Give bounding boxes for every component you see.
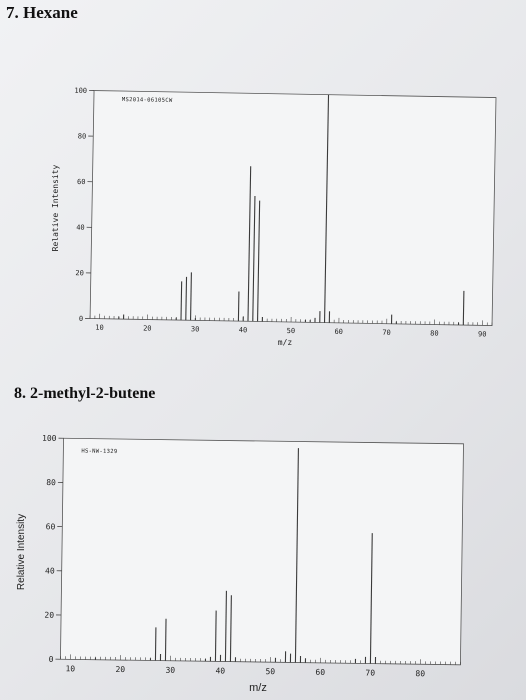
- hexane-mass-spectrum: 0 20 40 60 80 100 10 20 30 40 50 60 70 80 90 MS2014-061…: [51, 87, 497, 347]
- spectrum-peak: [224, 590, 227, 662]
- spectrum-peak: [294, 448, 299, 663]
- plot-group: 0 20 40 60 80 100 10 20 30 40 50 60 70 80 90 MS2014-061…: [74, 87, 497, 338]
- spectrum-peak: [323, 94, 330, 323]
- x-tick-label: 80: [430, 329, 439, 337]
- spectrum-id-label: HS-NW-1329: [81, 448, 117, 455]
- spectrum-peak: [369, 533, 373, 664]
- y-tick-label: 80: [46, 478, 56, 487]
- y-tick-label: 0: [49, 655, 54, 664]
- x-tick-label: 10: [95, 324, 104, 332]
- spectrum-peak: [180, 281, 183, 321]
- x-tick-label: 30: [191, 325, 200, 333]
- y-tick-label: 80: [78, 132, 87, 140]
- y-tick-label: 60: [46, 522, 56, 531]
- x-tick-label: 90: [478, 330, 487, 338]
- x-tick-label: 50: [265, 667, 275, 676]
- x-tick-label: 70: [365, 668, 375, 677]
- section-7-heading: 7. Hexane: [6, 3, 78, 22]
- x-tick-label: 30: [165, 666, 175, 675]
- x-tick-label: 80: [415, 669, 425, 678]
- section-8-heading: 8. 2-methyl-2-butene: [14, 385, 156, 402]
- x-tick-label: 10: [65, 664, 75, 673]
- spectrum-peak: [252, 195, 256, 322]
- spectrum-peak: [185, 276, 188, 321]
- x-axis-title: m/z: [278, 338, 293, 347]
- spectrum-peak: [247, 166, 252, 322]
- plot-frame: [89, 90, 497, 326]
- spectrum-peak: [237, 291, 240, 322]
- x-tick-label: 20: [143, 324, 152, 332]
- y-tick-label: 20: [75, 269, 84, 277]
- y-tick-label: 20: [44, 611, 54, 620]
- spectrum-peak: [229, 595, 232, 662]
- spectrum-peak: [214, 610, 217, 662]
- y-tick-label: 40: [76, 224, 85, 232]
- x-axis-title: m/z: [249, 682, 267, 694]
- y-tick-label: 0: [79, 315, 83, 323]
- spectrum-id-label: MS2014-06105CW: [122, 97, 173, 104]
- x-tick-label: 40: [215, 666, 225, 675]
- plot-frame: [60, 437, 464, 666]
- y-axis-title: Relative Intensity: [51, 164, 60, 251]
- spectrum-peak: [257, 200, 261, 322]
- x-tick-label: 70: [382, 329, 391, 337]
- x-tick-label: 20: [115, 665, 125, 674]
- x-tick-label: 50: [287, 327, 296, 335]
- spectrum-peak: [190, 272, 192, 321]
- y-tick-label: 60: [77, 178, 86, 186]
- y-axis-title: Relative Intensity: [16, 514, 27, 590]
- plot-group: 0 20 40 60 80 100 10 20 30 40 50 60 70 80 HS-NW-1329: [42, 434, 464, 678]
- x-tick-label: 60: [315, 668, 325, 677]
- spectrum-peak: [164, 618, 167, 661]
- x-tick-label: 40: [239, 326, 248, 334]
- y-tick-label: 100: [42, 434, 57, 443]
- spectrum-peak: [462, 290, 465, 326]
- y-tick-label: 100: [74, 87, 87, 95]
- x-tick-label: 60: [334, 328, 343, 336]
- y-tick-label: 40: [45, 566, 55, 575]
- methylbutene-mass-spectrum: 0 20 40 60 80 100 10 20 30 40 50 60 70 80 HS-NW-1329 Re…: [16, 434, 464, 694]
